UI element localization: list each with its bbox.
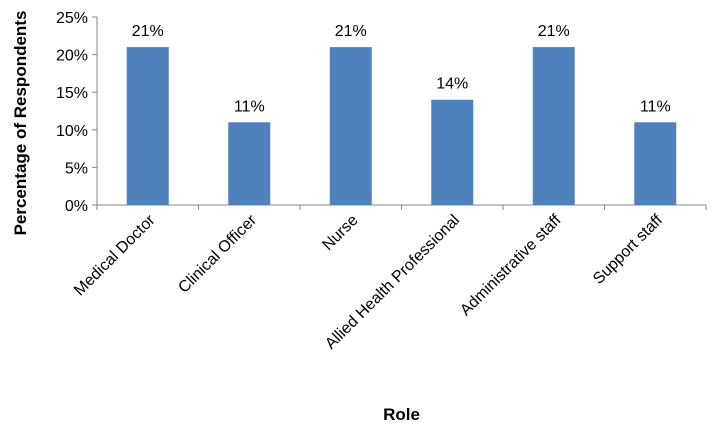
x-tick-label: Medical Doctor (71, 211, 159, 299)
data-label: 11% (234, 98, 265, 115)
x-tick-label: Support staff (590, 211, 666, 287)
data-label: 21% (335, 23, 367, 40)
bar (431, 99, 474, 205)
y-axis: 0% 5% 10% 15% 20% 25% (56, 10, 98, 215)
bar (228, 122, 271, 205)
data-label: 21% (132, 23, 164, 40)
x-tick-label: Nurse (319, 212, 361, 254)
x-tick-label: Administrative staff (457, 211, 565, 319)
y-tick-label: 5% (65, 160, 88, 177)
y-axis-title: Percentage of Respondents (11, 11, 30, 236)
bar (532, 47, 575, 205)
x-tick-labels: Medical Doctor Clinical Officer NurseAllie… (71, 211, 666, 352)
y-tick-label: 15% (56, 85, 88, 102)
y-tick-label: 0% (65, 198, 88, 215)
bars (126, 47, 677, 205)
data-labels: 21% 11% 21% 14% 21% 11% (132, 23, 671, 115)
x-axis (96, 204, 707, 210)
y-tick-label: 25% (56, 10, 88, 27)
bar (329, 47, 372, 205)
data-label: 21% (538, 23, 570, 40)
y-tick-label: 10% (56, 123, 88, 140)
bar (126, 47, 169, 205)
data-label: 11% (640, 98, 671, 115)
x-tick-label: Clinical Officer (175, 211, 260, 296)
data-label: 14% (436, 76, 468, 93)
y-tick-label: 20% (56, 48, 88, 65)
bar (634, 122, 677, 205)
x-axis-title: Role (383, 405, 420, 424)
